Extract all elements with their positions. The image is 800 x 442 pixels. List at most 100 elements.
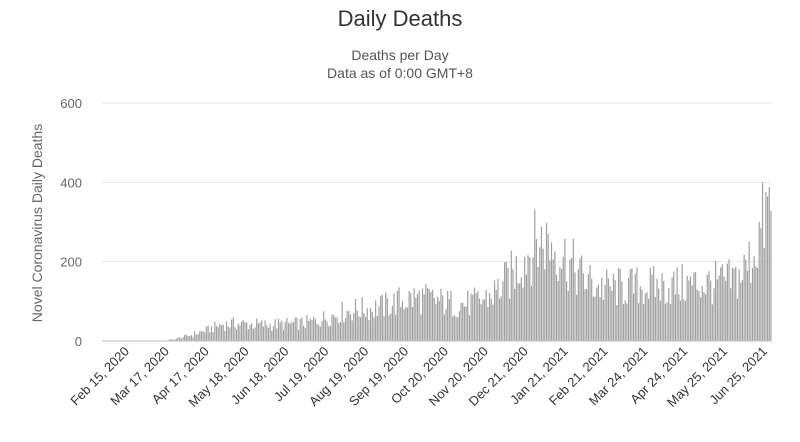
daily-deaths-bar — [306, 314, 308, 341]
daily-deaths-bar — [192, 336, 194, 341]
daily-deaths-bar — [450, 290, 452, 341]
daily-deaths-bar — [251, 323, 253, 341]
daily-deaths-bar — [313, 317, 315, 341]
daily-deaths-bar — [229, 327, 231, 341]
daily-deaths-bar — [530, 285, 533, 341]
daily-deaths-bar — [674, 294, 677, 341]
chart-title: Daily Deaths — [337, 6, 463, 31]
daily-deaths-bar — [425, 283, 427, 341]
daily-deaths-bar — [524, 256, 526, 341]
daily-deaths-bar — [766, 196, 769, 341]
daily-deaths-bar — [408, 290, 410, 341]
daily-deaths-bar — [713, 288, 715, 341]
daily-deaths-bar — [653, 266, 655, 341]
daily-deaths-bar — [542, 248, 544, 341]
daily-deaths-bar — [726, 263, 728, 341]
daily-deaths-bar — [423, 294, 425, 341]
daily-deaths-bar — [421, 288, 424, 341]
y-tick-labels: 0 200 400 600 — [60, 96, 82, 349]
daily-deaths-bar — [172, 339, 174, 341]
daily-deaths-bar — [483, 299, 486, 341]
daily-deaths-bar — [688, 280, 690, 341]
daily-deaths-bar — [279, 322, 281, 341]
daily-deaths-bar — [488, 292, 491, 341]
daily-deaths-bar — [569, 259, 571, 341]
daily-deaths-bar — [654, 297, 656, 341]
daily-deaths-bar — [755, 266, 757, 341]
daily-deaths-bar — [219, 323, 221, 341]
daily-deaths-bar — [344, 318, 347, 341]
daily-deaths-bar — [403, 309, 405, 341]
daily-deaths-bar — [333, 314, 335, 341]
daily-deaths-bar — [267, 327, 270, 341]
daily-deaths-bar — [721, 264, 723, 341]
daily-deaths-bar — [651, 274, 653, 341]
daily-deaths-bar — [736, 298, 739, 341]
daily-deaths-bar — [571, 258, 573, 341]
daily-deaths-bar — [385, 292, 387, 341]
daily-deaths-bar — [509, 298, 511, 341]
daily-deaths-bar — [765, 192, 767, 341]
daily-deaths-bar — [529, 257, 531, 341]
daily-deaths-bar — [708, 271, 710, 341]
daily-deaths-bar — [639, 286, 641, 341]
daily-deaths-bar — [644, 293, 646, 341]
daily-deaths-bar — [287, 322, 290, 341]
daily-deaths-bar — [555, 274, 558, 341]
daily-deaths-bar — [621, 281, 623, 341]
daily-deaths-bar — [601, 277, 603, 341]
y-tick-label: 600 — [60, 96, 82, 111]
daily-deaths-bar — [550, 242, 553, 341]
daily-deaths-bar — [308, 320, 310, 341]
daily-deaths-bar — [391, 305, 393, 341]
daily-deaths-bar — [584, 289, 586, 341]
daily-deaths-bar — [715, 261, 717, 341]
daily-deaths-bar — [547, 233, 549, 341]
daily-deaths-bar — [684, 301, 687, 341]
daily-deaths-bar — [493, 280, 496, 341]
daily-deaths-bar — [535, 238, 538, 341]
daily-deaths-bar — [346, 310, 348, 341]
daily-deaths-bar — [435, 303, 437, 341]
daily-deaths-bar — [381, 294, 383, 341]
daily-deaths-bar — [443, 314, 445, 341]
daily-deaths-bar — [460, 302, 462, 341]
daily-deaths-bar — [202, 330, 204, 341]
daily-deaths-bar — [212, 332, 214, 341]
daily-deaths-bar — [266, 325, 268, 341]
daily-deaths-bar — [472, 294, 474, 341]
daily-deaths-bar — [354, 299, 357, 341]
daily-deaths-bar — [393, 293, 395, 341]
daily-deaths-bar — [433, 297, 435, 341]
daily-deaths-bar — [723, 276, 725, 341]
daily-deaths-bar — [237, 323, 239, 341]
daily-deaths-bar — [576, 294, 578, 341]
daily-deaths-bar — [619, 268, 621, 341]
daily-deaths-bar — [371, 311, 373, 341]
daily-deaths-bar — [658, 288, 660, 341]
daily-deaths-bar — [638, 303, 640, 341]
daily-deaths-bar — [380, 296, 382, 341]
daily-deaths-bar — [220, 325, 223, 341]
daily-deaths-bar — [190, 335, 192, 341]
daily-deaths-bar — [368, 320, 370, 341]
daily-deaths-bar — [617, 268, 620, 341]
daily-deaths-bar — [552, 259, 554, 341]
daily-deaths-bar — [358, 316, 360, 341]
daily-deaths-bar — [210, 326, 213, 341]
daily-deaths-bar — [559, 267, 561, 341]
daily-deaths-bar — [676, 267, 678, 341]
daily-deaths-bar — [390, 313, 392, 341]
daily-deaths-bar — [500, 296, 502, 341]
daily-deaths-bar — [259, 322, 261, 341]
daily-deaths-bar — [286, 317, 288, 341]
daily-deaths-bar — [314, 319, 316, 341]
daily-deaths-bar — [609, 286, 611, 341]
daily-deaths-bar — [406, 307, 409, 341]
daily-deaths-bar — [262, 326, 265, 341]
daily-deaths-bar — [487, 306, 489, 341]
daily-deaths-bar — [678, 294, 680, 341]
daily-deaths-bar — [207, 325, 209, 341]
daily-deaths-bar — [539, 247, 541, 341]
